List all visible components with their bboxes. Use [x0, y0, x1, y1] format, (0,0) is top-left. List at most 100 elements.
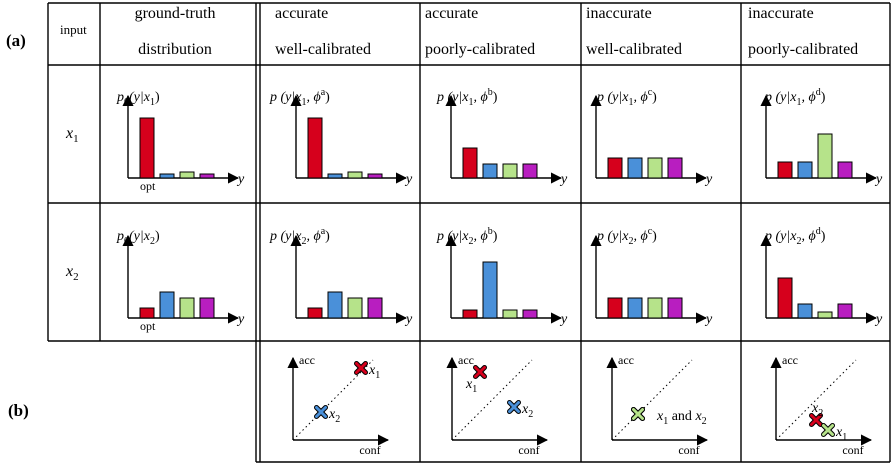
row1-input-label: x1 — [65, 125, 79, 145]
bar — [627, 297, 643, 319]
acc-label: acc — [299, 353, 315, 367]
bar — [522, 309, 538, 319]
header-col4-line1: inaccurate — [748, 5, 814, 22]
header-col1-line2: well-calibrated — [275, 41, 371, 58]
bar — [817, 133, 833, 179]
bar — [327, 291, 343, 319]
bar — [139, 117, 155, 179]
bar-chart-r1-c0: y opt — [122, 94, 245, 193]
bar — [307, 307, 323, 319]
bar — [777, 277, 793, 319]
bar — [179, 297, 195, 319]
point-label: x1 — [835, 425, 847, 443]
bar — [367, 173, 383, 179]
header-col4-line2: poorly-calibrated — [748, 41, 858, 58]
header-gt-line1: ground-truth — [135, 5, 216, 22]
formula-r1-c3: p (y|x1, ϕc) — [596, 87, 657, 108]
bar — [522, 163, 538, 179]
bar-chart-r2-c0: y opt — [122, 234, 245, 333]
bar — [667, 297, 683, 319]
bar — [502, 163, 518, 179]
bar — [307, 117, 323, 179]
bar — [327, 173, 343, 179]
calibration-plot-2: acc conf x1 x2 — [446, 353, 549, 457]
calibration-plot-4: acc conf x2 x1 — [770, 353, 873, 457]
bar — [797, 161, 813, 179]
axis-y-label: y — [404, 312, 413, 327]
bar — [777, 161, 793, 179]
diagonal — [611, 359, 693, 441]
bar — [607, 157, 623, 179]
bar — [199, 173, 215, 179]
axis-y-label: y — [874, 312, 883, 327]
header-input: input — [60, 22, 87, 37]
panel-label-b: (b) — [8, 401, 29, 420]
header-col1-line1: accurate — [275, 5, 328, 22]
diagonal — [775, 359, 857, 441]
axis-y-label: y — [704, 312, 713, 327]
bar — [139, 307, 155, 319]
bar-chart-r1-c2: y — [445, 94, 568, 187]
panel-label-a: (a) — [6, 31, 26, 50]
conf-label: conf — [678, 443, 699, 457]
bar-chart-r2-c4: y — [760, 234, 883, 327]
bar — [627, 157, 643, 179]
bar — [179, 171, 195, 179]
calibration-plot-3: acc conf — [606, 353, 709, 457]
point-label: x2 — [521, 402, 533, 420]
bar — [159, 173, 175, 179]
calib-point — [354, 361, 368, 375]
bar — [607, 297, 623, 319]
formula-r2-c4: p (y|x2, ϕd) — [764, 226, 826, 247]
bar — [347, 297, 363, 319]
formula-r2-c3: p (y|x2, ϕc) — [596, 226, 657, 247]
point-label: x2 — [328, 407, 340, 425]
diagonal — [451, 359, 533, 441]
opt-label: opt — [140, 319, 156, 333]
formula-r2-c2: p (y|x2, ϕb) — [436, 226, 498, 247]
bar-chart-r1-c3: y — [590, 94, 713, 187]
header-col2-line1: accurate — [425, 5, 478, 22]
conf-label: conf — [518, 443, 539, 457]
point-label: x2 — [811, 401, 823, 419]
bar — [837, 161, 853, 179]
bar-chart-r1-c4: y — [760, 94, 883, 187]
axis-y-label: y — [236, 312, 245, 327]
bar — [667, 157, 683, 179]
bar — [482, 163, 498, 179]
bar — [502, 309, 518, 319]
calib-point — [821, 423, 835, 437]
calib-point — [473, 365, 487, 379]
axis-y-label: y — [236, 172, 245, 187]
bar-chart-r2-c1: y — [290, 234, 413, 327]
axis-y-label: y — [704, 172, 713, 187]
diagonal — [292, 359, 374, 441]
calibration-plot-1: acc conf x1 x2 — [287, 353, 390, 457]
bar — [797, 303, 813, 319]
axis-y-label: y — [874, 172, 883, 187]
header-gt-line2: distribution — [138, 41, 212, 58]
formula-r1-c2: p (y|x1, ϕb) — [436, 87, 498, 108]
conf-label: conf — [842, 443, 863, 457]
formula-r1-c1: p (y|x1, ϕa) — [269, 87, 330, 108]
acc-label: acc — [618, 353, 634, 367]
header-col3-line2: well-calibrated — [586, 41, 682, 58]
header-col3-line1: inaccurate — [586, 5, 652, 22]
header-row: input ground-truth distribution accurate… — [60, 5, 858, 58]
calib-point — [507, 400, 521, 414]
bar — [199, 297, 215, 319]
bar-chart-r2-c2: y — [445, 234, 568, 327]
header-col2-line2: poorly-calibrated — [425, 41, 535, 58]
conf-label: conf — [359, 443, 380, 457]
bar — [837, 303, 853, 319]
bar — [347, 171, 363, 179]
bar — [817, 311, 833, 319]
row2-input-label: x2 — [65, 263, 79, 283]
bar-chart-r1-c1: y — [290, 94, 413, 187]
bar — [647, 297, 663, 319]
calib-point — [631, 407, 645, 421]
formula-r2-c1: p (y|x2, ϕa) — [269, 226, 330, 247]
calib-point — [809, 413, 823, 427]
opt-label: opt — [140, 179, 156, 193]
